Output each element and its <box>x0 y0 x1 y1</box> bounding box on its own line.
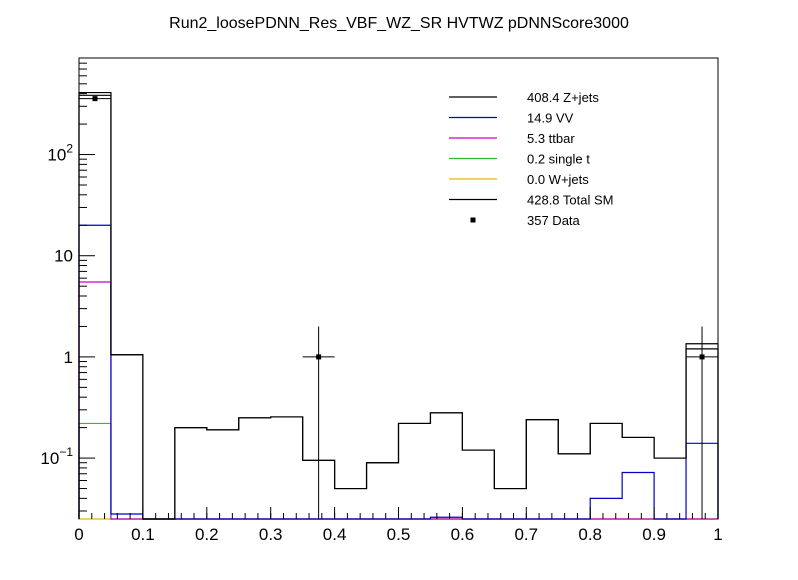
x-tick-label: 0.9 <box>642 525 666 544</box>
x-tick-label: 0 <box>74 525 83 544</box>
x-tick-label: 0.8 <box>578 525 602 544</box>
y-tick-label: 10 <box>54 247 73 266</box>
legend-label-total-sm: 428.8 Total SM <box>527 193 613 208</box>
legend-label-single-t: 0.2 single t <box>527 152 590 167</box>
x-tick-label: 0.1 <box>131 525 155 544</box>
legend-marker-data <box>470 217 476 223</box>
x-tick-label: 0.2 <box>195 525 219 544</box>
data-point <box>316 354 322 360</box>
x-tick-label: 0.3 <box>259 525 283 544</box>
x-tick-label: 1 <box>713 525 722 544</box>
legend: 408.4 Z+jets 14.9 VV 5.3 ttbar 0.2 single t… <box>449 90 613 228</box>
legend-label-data: 357 Data <box>527 213 581 228</box>
y-tick-exponent: −1 <box>59 445 73 459</box>
x-tick-label: 0.7 <box>514 525 538 544</box>
data-point <box>699 354 705 360</box>
x-tick-label: 0.5 <box>387 525 411 544</box>
y-tick-base: 10 <box>40 449 59 468</box>
y-tick-label: 1 <box>64 348 73 367</box>
histogram-series <box>78 91 719 520</box>
x-tick-label: 0.6 <box>451 525 475 544</box>
legend-label-z-jets: 408.4 Z+jets <box>527 90 599 105</box>
chart-title: Run2_loosePDNN_Res_VBF_WZ_SR HVTWZ pDNNS… <box>169 15 629 32</box>
y-tick-label: 102 <box>47 142 73 165</box>
x-tick-label: 0.4 <box>323 525 347 544</box>
y-tick-base: 10 <box>47 146 66 165</box>
legend-label-w-jets: 0.0 W+jets <box>527 172 589 187</box>
hist-total-sm <box>78 91 719 520</box>
y-tick-exponent: 2 <box>66 142 73 156</box>
data-point <box>92 96 98 102</box>
legend-label-vv: 14.9 VV <box>527 111 574 126</box>
y-tick-label: 10−1 <box>40 445 73 468</box>
data-points <box>79 96 718 519</box>
legend-label-ttbar: 5.3 ttbar <box>527 131 575 146</box>
